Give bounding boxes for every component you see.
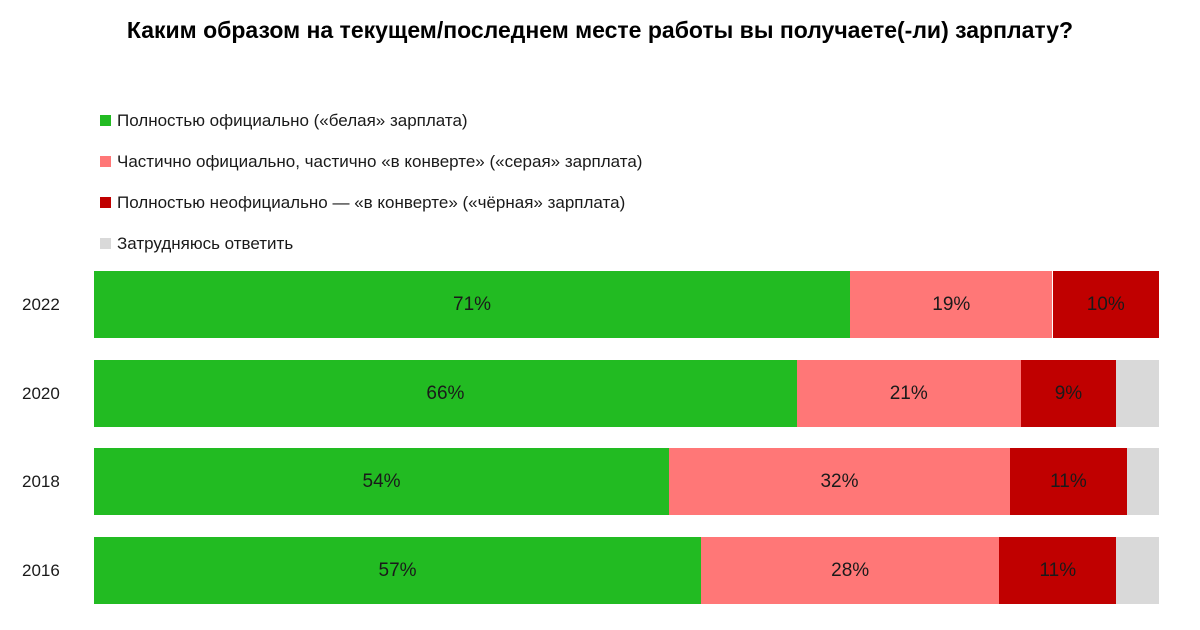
bar-segment-2018-grey: 32% [669, 448, 1010, 515]
bar-segment-2018-black: 11% [1009, 448, 1128, 515]
data-label-2016-black: 11% [1039, 559, 1077, 581]
data-label-2016-grey: 28% [831, 559, 870, 581]
bar-segment-2016-grey: 28% [701, 537, 1000, 604]
data-label-2022-black: 10% [1086, 293, 1125, 315]
legend-item-grey: Частично официально, частично «в конверт… [100, 141, 642, 182]
legend-swatch-white [100, 115, 111, 126]
bar-2020: 66% 21% 9% [94, 360, 1159, 427]
data-label-2022-white: 71% [453, 293, 492, 315]
legend-swatch-grey [100, 156, 111, 167]
chart-title: Каким образом на текущем/последнем месте… [126, 17, 1074, 43]
year-label-2022: 2022 [22, 294, 60, 314]
bar-segment-2022-white: 71% [94, 271, 851, 338]
bar-segment-2020-grey: 21% [796, 360, 1021, 427]
data-label-2018-grey: 32% [820, 470, 859, 492]
legend-swatch-undecided [100, 238, 111, 249]
year-label-2018: 2018 [22, 471, 60, 491]
legend-label-undecided: Затрудняюсь ответить [117, 233, 294, 253]
legend-label-black: Полностью неофициально — «в конверте» («… [117, 192, 626, 212]
data-label-2016-white: 57% [378, 559, 417, 581]
legend-item-white: Полностью официально («белая» зарплата) [100, 100, 642, 141]
bar-segment-2020-black: 9% [1020, 360, 1117, 427]
legend-item-undecided: Затрудняюсь ответить [100, 223, 642, 264]
bar-segment-2016-black: 11% [999, 537, 1117, 604]
data-label-2022-grey: 19% [932, 293, 971, 315]
legend-item-black: Полностью неофициально — «в конверте» («… [100, 182, 642, 223]
bar-2022: 71% 19% 10% [94, 271, 1159, 338]
year-label-2020: 2020 [22, 383, 60, 403]
year-label-2016: 2016 [22, 560, 60, 580]
legend-swatch-black [100, 197, 111, 208]
bar-segment-2020-undecided [1116, 360, 1159, 427]
bar-2016: 57% 28% 11% [94, 537, 1159, 604]
bar-segment-2018-white: 54% [94, 448, 670, 515]
data-label-2020-black: 9% [1054, 382, 1083, 404]
bar-segment-2020-white: 66% [94, 360, 797, 427]
data-label-2018-white: 54% [362, 470, 401, 492]
legend-label-white: Полностью официально («белая» зарплата) [117, 110, 468, 130]
legend-label-grey: Частично официально, частично «в конверт… [117, 151, 643, 171]
data-label-2020-grey: 21% [889, 382, 928, 404]
bar-segment-2018-undecided [1127, 448, 1159, 515]
data-label-2020-white: 66% [426, 382, 465, 404]
legend: Полностью официально («белая» зарплата) … [100, 100, 642, 264]
data-label-2018-black: 11% [1050, 470, 1087, 492]
bar-segment-2016-undecided [1116, 537, 1159, 604]
bar-segment-2022-black: 10% [1052, 271, 1159, 338]
bar-segment-2022-grey: 19% [850, 271, 1053, 338]
bar-2018: 54% 32% 11% [94, 448, 1159, 515]
bar-segment-2016-white: 57% [94, 537, 702, 604]
